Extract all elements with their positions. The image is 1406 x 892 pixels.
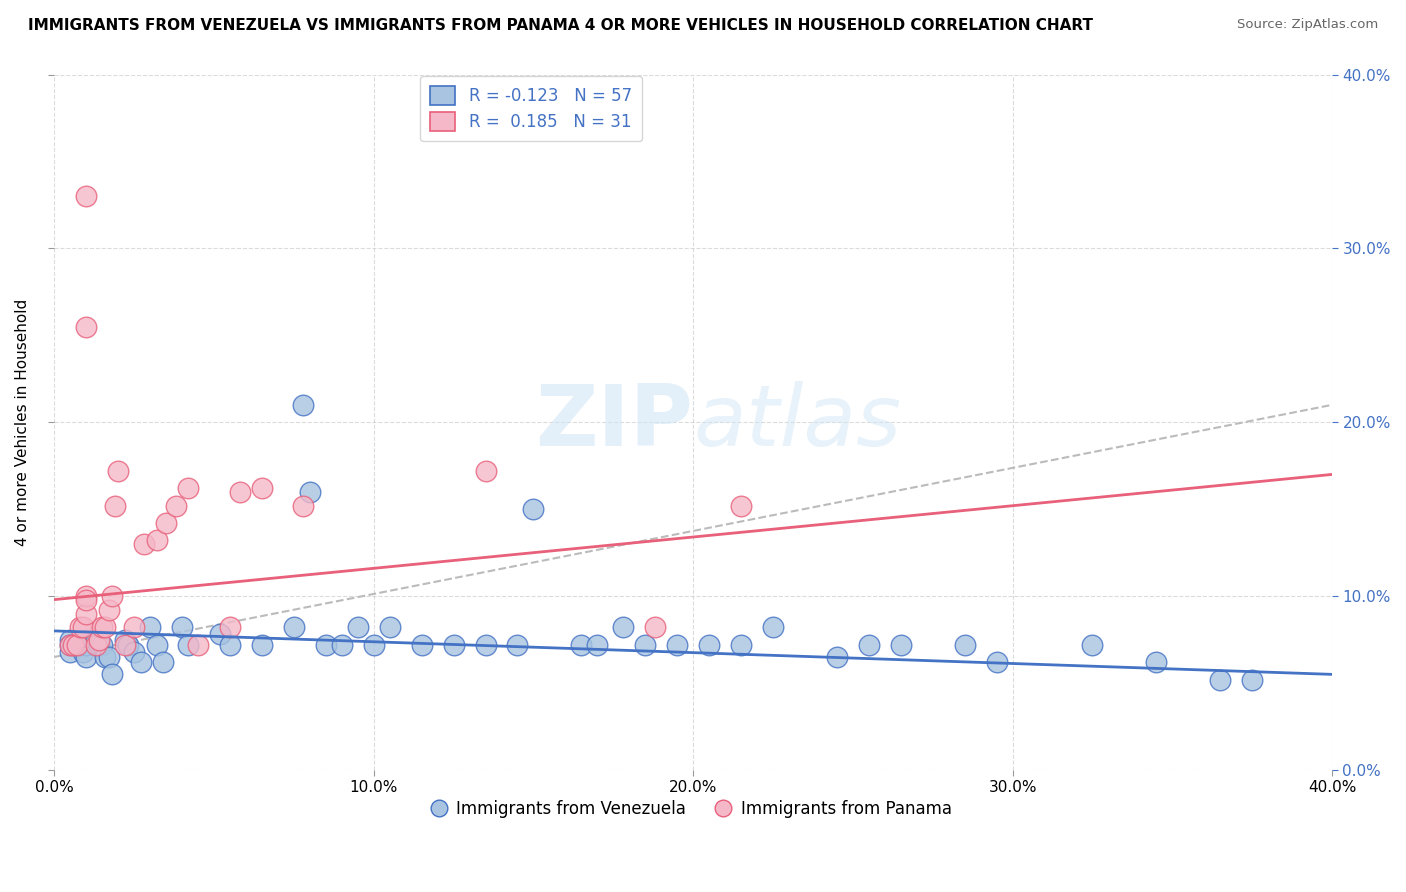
Point — [443, 638, 465, 652]
Point — [152, 655, 174, 669]
Point — [69, 638, 91, 652]
Text: Source: ZipAtlas.com: Source: ZipAtlas.com — [1237, 18, 1378, 31]
Point — [165, 499, 187, 513]
Point — [75, 319, 97, 334]
Point — [571, 638, 593, 652]
Point — [890, 638, 912, 652]
Point — [84, 638, 107, 652]
Point — [75, 650, 97, 665]
Point — [1081, 638, 1104, 652]
Point — [986, 655, 1008, 669]
Point — [666, 638, 689, 652]
Point — [250, 638, 273, 652]
Point — [177, 638, 200, 652]
Point — [59, 632, 82, 647]
Point — [522, 502, 544, 516]
Point — [66, 638, 89, 652]
Point — [697, 638, 720, 652]
Point — [139, 620, 162, 634]
Point — [177, 481, 200, 495]
Point — [644, 620, 666, 634]
Point — [1209, 673, 1232, 687]
Point — [762, 620, 785, 634]
Point — [97, 603, 120, 617]
Point — [117, 638, 139, 652]
Point — [122, 620, 145, 634]
Point — [59, 638, 82, 652]
Point — [586, 638, 609, 652]
Point — [187, 638, 209, 652]
Point — [107, 464, 129, 478]
Point — [75, 589, 97, 603]
Point — [209, 627, 232, 641]
Point — [155, 516, 177, 530]
Point — [94, 650, 117, 665]
Point — [59, 638, 82, 652]
Point — [72, 645, 94, 659]
Point — [87, 632, 110, 647]
Point — [634, 638, 657, 652]
Point — [858, 638, 880, 652]
Point — [75, 592, 97, 607]
Point — [612, 620, 634, 634]
Point — [94, 620, 117, 634]
Point — [129, 655, 152, 669]
Point — [1144, 655, 1167, 669]
Point — [66, 638, 89, 652]
Point — [283, 620, 305, 634]
Point — [250, 481, 273, 495]
Point — [75, 189, 97, 203]
Point — [363, 638, 385, 652]
Point — [122, 645, 145, 659]
Point — [330, 638, 353, 652]
Point — [72, 620, 94, 634]
Point — [69, 620, 91, 634]
Legend: Immigrants from Venezuela, Immigrants from Panama: Immigrants from Venezuela, Immigrants fr… — [427, 793, 959, 824]
Point — [953, 638, 976, 652]
Point — [474, 464, 496, 478]
Point — [101, 589, 124, 603]
Point — [730, 638, 752, 652]
Point — [97, 650, 120, 665]
Point — [91, 620, 114, 634]
Point — [75, 607, 97, 621]
Point — [84, 632, 107, 647]
Point — [104, 499, 127, 513]
Point — [75, 632, 97, 647]
Point — [292, 398, 315, 412]
Text: IMMIGRANTS FROM VENEZUELA VS IMMIGRANTS FROM PANAMA 4 OR MORE VEHICLES IN HOUSEH: IMMIGRANTS FROM VENEZUELA VS IMMIGRANTS … — [28, 18, 1092, 33]
Point — [346, 620, 368, 634]
Point — [101, 667, 124, 681]
Point — [75, 638, 97, 652]
Point — [145, 638, 167, 652]
Point — [219, 620, 242, 634]
Point — [219, 638, 242, 652]
Point — [825, 650, 848, 665]
Point — [730, 499, 752, 513]
Point — [114, 638, 136, 652]
Y-axis label: 4 or more Vehicles in Household: 4 or more Vehicles in Household — [15, 299, 30, 546]
Point — [87, 638, 110, 652]
Point — [315, 638, 337, 652]
Point — [474, 638, 496, 652]
Point — [506, 638, 529, 652]
Point — [132, 537, 155, 551]
Text: atlas: atlas — [693, 381, 901, 464]
Point — [59, 645, 82, 659]
Point — [228, 484, 250, 499]
Point — [91, 638, 114, 652]
Point — [145, 533, 167, 548]
Text: ZIP: ZIP — [536, 381, 693, 464]
Point — [172, 620, 194, 634]
Point — [298, 484, 321, 499]
Point — [378, 620, 401, 634]
Point — [62, 638, 84, 652]
Point — [1241, 673, 1264, 687]
Point — [292, 499, 315, 513]
Point — [411, 638, 433, 652]
Point — [114, 632, 136, 647]
